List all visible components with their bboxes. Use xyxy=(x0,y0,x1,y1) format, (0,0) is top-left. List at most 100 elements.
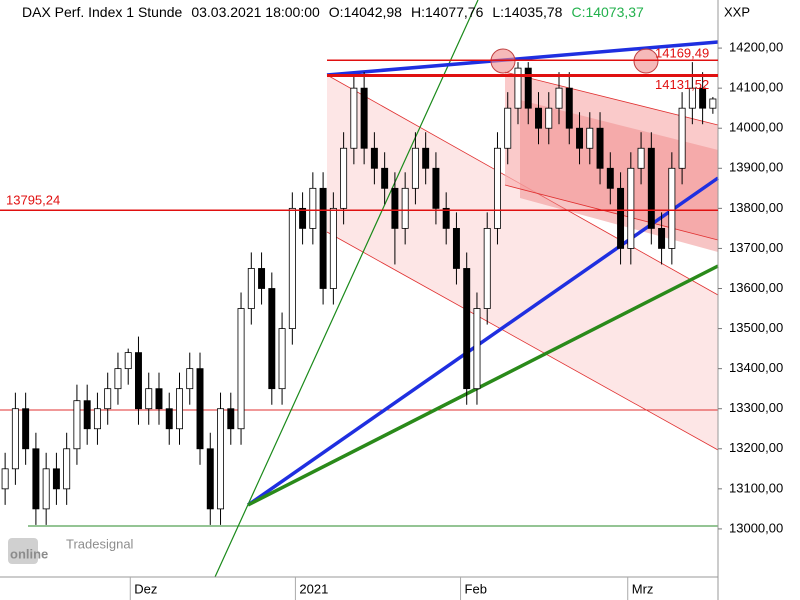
candle-body xyxy=(617,187,625,249)
candle-body xyxy=(678,107,686,169)
candle-body xyxy=(93,408,101,430)
y-tick-label: 13500,00 xyxy=(729,320,783,335)
candle-body xyxy=(514,67,522,109)
channel-line xyxy=(504,184,719,241)
high-label: H:14077,76 xyxy=(410,4,484,20)
candle-body xyxy=(432,167,440,209)
candle-body xyxy=(206,448,214,510)
candle-body xyxy=(165,408,173,430)
y-tick-label: 13000,00 xyxy=(729,520,783,535)
drawing-tools xyxy=(0,0,719,578)
logo: Tradesignal online xyxy=(8,536,134,564)
candle-body xyxy=(247,268,255,309)
candle-body xyxy=(586,127,594,149)
candle-body xyxy=(145,388,153,410)
candle-body xyxy=(668,167,676,249)
y-tick-label: 13400,00 xyxy=(729,360,783,375)
candle-body xyxy=(360,87,368,149)
candle-body xyxy=(524,67,532,109)
level-label: 14131,52 xyxy=(655,77,709,92)
candle-body xyxy=(401,187,409,229)
candle-body xyxy=(1,468,9,490)
candle-body xyxy=(114,368,122,390)
candle-body xyxy=(258,268,266,289)
y-tick-label: 14100,00 xyxy=(729,80,783,95)
logo-box xyxy=(8,538,38,564)
candle-body xyxy=(637,147,645,169)
candle-body xyxy=(535,107,542,129)
y-tick-label: 13600,00 xyxy=(729,280,783,295)
candle-body xyxy=(391,187,399,229)
candle-body xyxy=(709,98,717,109)
candle-body xyxy=(555,87,563,109)
y-tick-label: 13700,00 xyxy=(729,240,783,255)
logo-text: online xyxy=(10,546,48,561)
candle-body xyxy=(627,167,635,249)
candle-body xyxy=(52,468,60,490)
candle-body xyxy=(32,448,40,510)
candle-body xyxy=(452,227,460,269)
candle-body xyxy=(63,448,71,490)
candle-body xyxy=(309,187,317,229)
candle-body xyxy=(196,368,204,450)
candle-body xyxy=(493,147,501,229)
candle-body xyxy=(237,308,245,430)
close-label: C:14073,37 xyxy=(571,4,644,20)
logo-small: Tradesignal xyxy=(66,536,134,551)
open-label: O:14042,98 xyxy=(328,4,402,20)
candle-body xyxy=(124,352,132,370)
candle-body xyxy=(411,147,419,189)
x-tick-label: 2021 xyxy=(299,581,328,596)
title: DAX Perf. Index 1 Stunde xyxy=(22,4,183,20)
x-tick-label: Feb xyxy=(465,581,487,596)
candle-body xyxy=(658,227,666,249)
y-tick-label: 13300,00 xyxy=(729,400,783,415)
y-tick-label: 14200,00 xyxy=(729,40,783,55)
channel-fill xyxy=(327,75,718,450)
candle-body xyxy=(370,147,378,169)
level-label: 13795,24 xyxy=(6,193,60,208)
channel-line xyxy=(326,231,719,451)
trend-line xyxy=(247,264,719,507)
x-tick-label: Mrz xyxy=(632,581,654,596)
candle-body xyxy=(606,167,614,189)
candle-body xyxy=(11,408,19,470)
candle-body xyxy=(381,167,389,189)
candle-body xyxy=(463,268,471,390)
candle-body xyxy=(217,408,225,510)
candle-body xyxy=(104,388,112,410)
level-label: 14169,49 xyxy=(655,46,709,61)
candle-body xyxy=(134,352,142,410)
low-label: L:14035,78 xyxy=(492,4,563,20)
header: DAX Perf. Index 1 Stunde 03.03.2021 18:0… xyxy=(22,4,644,20)
candle-body xyxy=(596,127,604,169)
y-tick-label: 13200,00 xyxy=(729,440,783,455)
candle-body xyxy=(647,147,655,229)
candle-body xyxy=(73,400,81,450)
candle-body xyxy=(278,328,286,390)
y-tick-label: 14000,00 xyxy=(729,120,783,135)
y-tick-label: 13800,00 xyxy=(729,200,783,215)
candle-body xyxy=(699,87,707,109)
candle-body xyxy=(299,207,307,229)
candle-body xyxy=(83,400,91,430)
timestamp: 03.03.2021 18:00:00 xyxy=(191,4,320,20)
trend-line xyxy=(214,0,479,578)
candle-body xyxy=(565,87,573,129)
trend-line xyxy=(247,176,719,507)
candle-body xyxy=(288,207,296,329)
x-tick-label: Dez xyxy=(134,581,157,596)
y-tick-label: 13900,00 xyxy=(729,160,783,175)
candle-body xyxy=(340,147,348,209)
candle-body xyxy=(42,468,50,510)
candle-body xyxy=(176,388,183,430)
candle-body xyxy=(576,127,584,149)
exchange: XXP xyxy=(724,4,750,19)
candle-body xyxy=(319,187,327,289)
candle-body xyxy=(483,227,491,309)
candle-body xyxy=(227,408,235,430)
candle-body xyxy=(688,87,696,109)
trend-line xyxy=(326,40,719,77)
